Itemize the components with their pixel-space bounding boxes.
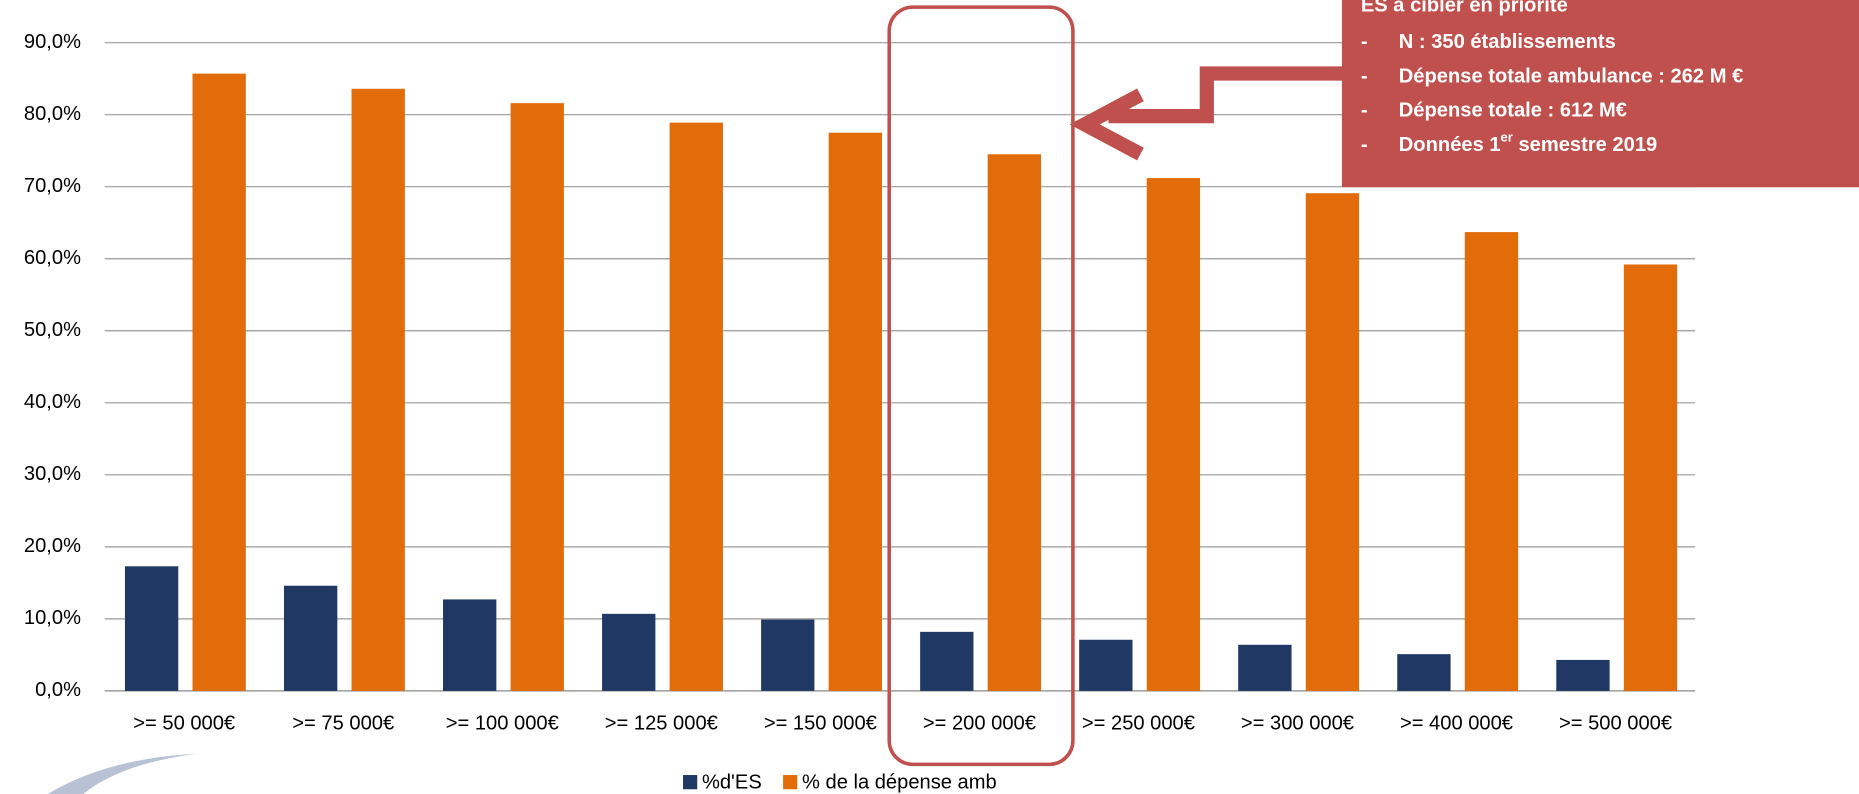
y-tick-label: 70,0% xyxy=(24,175,81,197)
bar xyxy=(443,599,497,691)
bar xyxy=(351,88,405,691)
bar xyxy=(1079,639,1133,691)
x-tick-label: >= 100 000€ xyxy=(446,712,559,734)
annotation-item: N : 350 établissements xyxy=(1399,31,1616,53)
annotation-text: semestre 2019 xyxy=(1513,134,1657,156)
decoration xyxy=(47,753,196,794)
bar xyxy=(761,619,815,691)
bar xyxy=(192,73,246,691)
bar xyxy=(510,103,564,691)
y-tick-label: 20,0% xyxy=(24,535,81,557)
bar xyxy=(1556,659,1610,691)
x-tick-label: >= 500 000€ xyxy=(1559,712,1672,734)
x-tick-label: >= 125 000€ xyxy=(605,712,718,734)
x-tick-label: >= 150 000€ xyxy=(764,712,877,734)
x-tick-label: >= 50 000€ xyxy=(133,712,235,734)
x-tick-label: >= 200 000€ xyxy=(923,712,1036,734)
bar xyxy=(124,566,179,691)
x-tick-label: >= 300 000€ xyxy=(1241,712,1354,734)
legend-label: % de la dépense amb xyxy=(802,772,997,794)
arrow xyxy=(1108,66,1346,124)
legend-swatch xyxy=(783,775,798,790)
annotation-bullet: - xyxy=(1361,31,1368,53)
arrow-head xyxy=(1069,88,1144,161)
y-tick-label: 50,0% xyxy=(24,319,81,341)
annotation-bullet: - xyxy=(1361,100,1368,122)
annotation-bullet: - xyxy=(1361,134,1368,156)
annotation-text: Données 1 xyxy=(1399,134,1501,156)
bar xyxy=(1397,654,1451,691)
y-tick-label: 30,0% xyxy=(24,463,81,485)
annotation-item: Dépense totale : 612 M€ xyxy=(1399,100,1627,122)
x-tick-label: >= 400 000€ xyxy=(1400,712,1513,734)
bar xyxy=(602,613,656,691)
bar xyxy=(1305,193,1360,691)
annotation-text: er xyxy=(1501,130,1513,145)
bar xyxy=(1238,644,1292,691)
annotation-item: Données 1er semestre 2019 xyxy=(1399,130,1657,156)
plot: 0,0% 10,0% 20,0% 30,0% 40,0% 50,0% 60,0% 70,0% 8… xyxy=(24,31,1696,794)
annotation-box xyxy=(1341,0,1859,188)
annotation-bullet: - xyxy=(1361,65,1368,87)
legend-swatch xyxy=(683,775,698,790)
bar xyxy=(1464,232,1519,691)
bar xyxy=(1623,264,1678,691)
bar xyxy=(987,154,1042,691)
bar xyxy=(920,631,974,691)
annotation-heading: ES à cibler en priorité xyxy=(1361,0,1568,16)
y-tick-label: 90,0% xyxy=(24,31,81,53)
y-tick-label: 80,0% xyxy=(24,103,81,125)
bar xyxy=(828,132,882,691)
x-tick-label: >= 250 000€ xyxy=(1082,712,1195,734)
annotation: ES à cibler en priorité - N : 350 établis… xyxy=(1361,0,1743,156)
highlight-box xyxy=(887,5,1075,767)
y-tick-label: 0,0% xyxy=(35,679,81,701)
x-tick-label: >= 75 000€ xyxy=(292,712,394,734)
legend-label: %d'ES xyxy=(702,772,762,794)
y-tick-label: 60,0% xyxy=(24,247,81,269)
y-tick-label: 40,0% xyxy=(24,391,81,413)
bar xyxy=(283,585,338,691)
bar xyxy=(1146,178,1201,691)
y-tick-label: 10,0% xyxy=(24,607,81,629)
bar xyxy=(669,122,723,691)
annotation-item: Dépense totale ambulance : 262 M € xyxy=(1399,65,1743,87)
